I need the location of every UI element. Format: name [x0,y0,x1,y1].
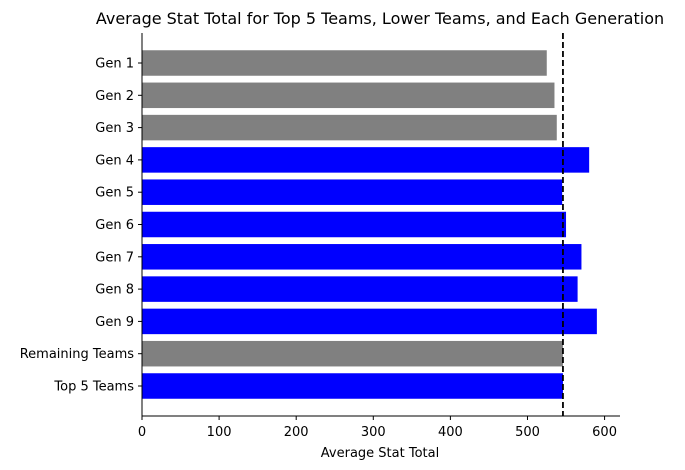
x-tick-label: 400 [438,425,463,440]
bar [142,147,590,173]
x-ticks-group: 0 100 200 300 400 500 600 [138,416,617,440]
bar [142,244,582,270]
y-tick-label: Gen 1 [95,57,134,72]
y-tick-label: Gen 9 [95,315,134,330]
x-tick-label: 300 [361,425,386,440]
bar [142,276,578,302]
chart-title: Average Stat Total for Top 5 Teams, Lowe… [96,9,664,28]
x-tick-label: 500 [515,425,540,440]
bar [142,308,597,335]
y-tick-label: Gen 5 [95,186,134,201]
x-tick-label: 0 [138,425,146,440]
y-tick-label: Gen 3 [95,121,134,136]
y-tick-label: Remaining Teams [20,347,135,362]
x-tick-label: 100 [207,425,232,440]
y-tick-label: Top 5 Teams [53,380,134,395]
y-tick-label: Gen 2 [95,89,134,104]
y-tick-label: Gen 4 [95,153,134,168]
x-axis-label: Average Stat Total [321,446,439,461]
x-tick-label: 600 [592,425,617,440]
bar [142,179,563,205]
bar [142,211,567,238]
y-tick-label: Gen 8 [95,283,134,298]
y-tick-label: Gen 7 [95,250,134,265]
x-tick-label: 200 [284,425,309,440]
bar [142,114,557,141]
y-tick-label: Gen 6 [95,218,134,233]
bar [142,340,563,367]
y-ticks-group: Gen 1 Gen 2 Gen 3 Gen 4 Gen 5 Gen 6 Gen 7 Gen 8… [20,57,142,395]
bars-group [142,50,597,399]
bar [142,50,547,76]
bar [142,82,555,109]
bar [142,373,563,399]
